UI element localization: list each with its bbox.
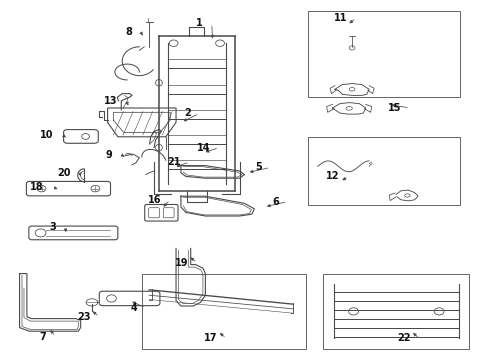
Text: 7: 7 [40, 332, 46, 342]
Text: 9: 9 [105, 150, 112, 160]
Text: 3: 3 [49, 222, 56, 232]
Text: 14: 14 [196, 143, 210, 153]
Bar [322, 274, 468, 349]
Text: 23: 23 [77, 312, 90, 322]
Bar [307, 137, 459, 205]
Text: 16: 16 [147, 195, 161, 205]
Text: 18: 18 [30, 182, 44, 192]
Text: 15: 15 [386, 103, 400, 113]
Text: 21: 21 [167, 157, 181, 167]
Text: 20: 20 [57, 168, 71, 178]
Text: 6: 6 [271, 197, 278, 207]
Text: 5: 5 [254, 162, 261, 172]
Text: 2: 2 [183, 108, 190, 118]
Text: 4: 4 [130, 303, 137, 313]
Text: 1: 1 [196, 18, 203, 28]
Text: 13: 13 [103, 96, 117, 106]
Bar [307, 11, 459, 97]
Text: 8: 8 [125, 27, 132, 37]
Text: 11: 11 [333, 13, 346, 23]
Text: 10: 10 [40, 130, 54, 140]
Bar [142, 274, 305, 349]
Text: 19: 19 [174, 258, 188, 268]
Text: 17: 17 [203, 333, 217, 343]
Text: 12: 12 [325, 171, 339, 181]
Text: 22: 22 [396, 333, 410, 343]
